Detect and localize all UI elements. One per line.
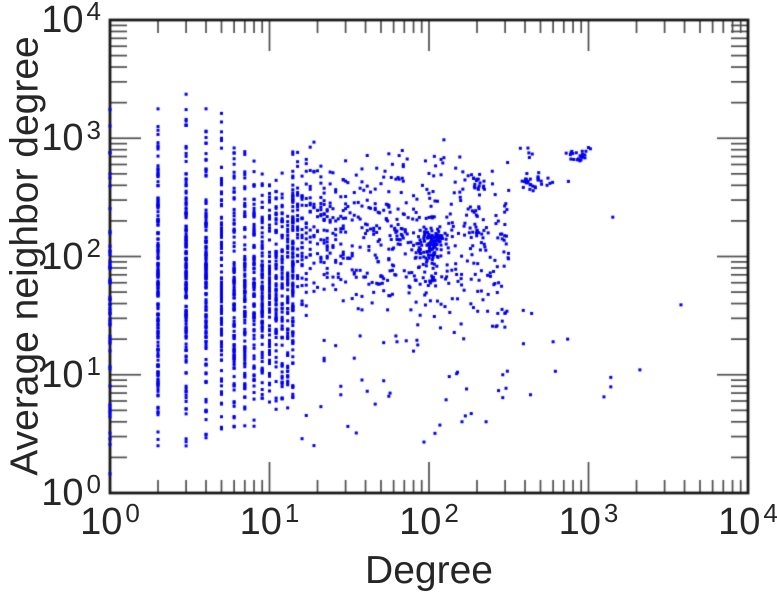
x-axis-title: Degree (365, 549, 493, 592)
x-tick-label: 10 2 (399, 500, 459, 543)
y-tick-label-exponent: 1 (86, 351, 101, 382)
x-tick-label: 10 4 (718, 500, 777, 543)
y-tick-label-base: 10 (41, 117, 84, 160)
y-tick-label-base: 10 (41, 472, 84, 514)
x-tick-label-exponent: 1 (284, 498, 300, 529)
y-tick-label-base: 10 (41, 0, 84, 41)
x-tick-label: 10 0 (80, 500, 140, 543)
y-tick-label: 10 1 (0, 353, 101, 396)
y-tick-label-base: 10 (41, 353, 84, 396)
y-tick-label: 10 2 (0, 235, 101, 278)
y-tick-label: 10 4 (0, 0, 101, 41)
x-tick-label-base: 10 (718, 501, 761, 543)
x-tick-label-base: 10 (239, 501, 282, 543)
x-tick-label: 10 3 (558, 500, 619, 543)
y-tick-label-exponent: 4 (86, 0, 101, 27)
x-tick-label-exponent: 4 (763, 498, 777, 529)
x-tick-label-exponent: 3 (603, 498, 619, 529)
x-tick-label: 10 1 (239, 500, 300, 543)
y-tick-label-exponent: 2 (86, 232, 101, 263)
y-tick-label-base: 10 (41, 235, 84, 278)
y-tick-label: 10 0 (0, 471, 101, 514)
y-tick-label-exponent: 0 (86, 469, 101, 500)
y-axis-title: Average neighbor degree (3, 36, 47, 476)
x-tick-label-base: 10 (80, 501, 123, 543)
y-tick-label: 10 3 (0, 117, 101, 160)
x-tick-label-exponent: 2 (444, 498, 459, 529)
x-tick-label-base: 10 (558, 501, 601, 543)
x-tick-label-base: 10 (399, 501, 442, 543)
y-tick-label-exponent: 3 (86, 114, 101, 145)
x-tick-label-exponent: 0 (125, 498, 140, 529)
